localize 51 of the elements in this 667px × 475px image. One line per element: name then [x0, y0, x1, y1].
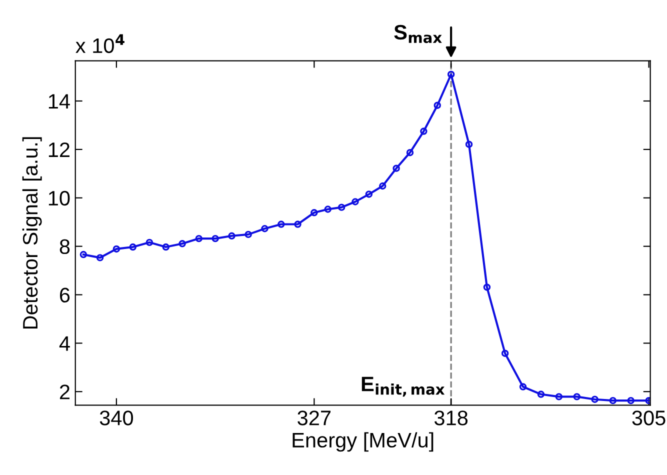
point — [465, 140, 473, 148]
y-tick-label: 10 — [48, 190, 70, 206]
point — [244, 230, 252, 238]
point — [434, 102, 441, 109]
x-axis-title: Energy [MeV/u] — [292, 432, 434, 452]
x-tick-label: 305 — [632, 410, 666, 426]
point — [212, 234, 219, 242]
text: x 10$^{4}$ — [76, 34, 124, 54]
point — [406, 148, 414, 156]
y-tick-label: 6 — [60, 288, 70, 302]
ref-line-label: E$_{init,max}$ — [362, 376, 445, 397]
point — [447, 70, 455, 78]
point — [537, 390, 545, 398]
point — [96, 254, 104, 262]
point — [228, 232, 236, 240]
y-tick-label: 4 — [59, 336, 70, 351]
point — [310, 209, 318, 216]
point — [519, 383, 527, 390]
point — [146, 238, 154, 246]
point — [483, 284, 491, 291]
point — [324, 206, 332, 213]
point — [278, 220, 285, 228]
y-axis-title: Detector Signal [a.u.] — [22, 137, 42, 329]
point — [379, 182, 386, 190]
y-tick-label: 14 — [48, 94, 70, 109]
y-tick-label: 8 — [60, 239, 70, 254]
point — [294, 220, 302, 228]
point — [573, 393, 580, 400]
point — [420, 128, 428, 135]
point — [609, 396, 617, 404]
x-tick-label: 327 — [298, 410, 331, 426]
point — [591, 396, 598, 403]
x-tick-label: 318 — [434, 410, 468, 426]
point — [261, 225, 268, 232]
point — [501, 350, 509, 357]
point — [555, 393, 563, 400]
point — [338, 204, 346, 211]
point — [178, 240, 186, 248]
point — [392, 164, 400, 172]
point — [365, 190, 373, 198]
point — [195, 234, 202, 242]
y-tick-label: 12 — [48, 142, 70, 157]
y-tick-label: 2 — [60, 384, 70, 400]
point — [112, 245, 120, 253]
x-tick-label: 340 — [100, 410, 134, 426]
annotation: S$_{max}$ — [394, 24, 442, 44]
point — [352, 198, 359, 206]
point — [129, 243, 136, 251]
point — [162, 243, 170, 251]
point — [627, 396, 634, 404]
point — [80, 250, 88, 258]
